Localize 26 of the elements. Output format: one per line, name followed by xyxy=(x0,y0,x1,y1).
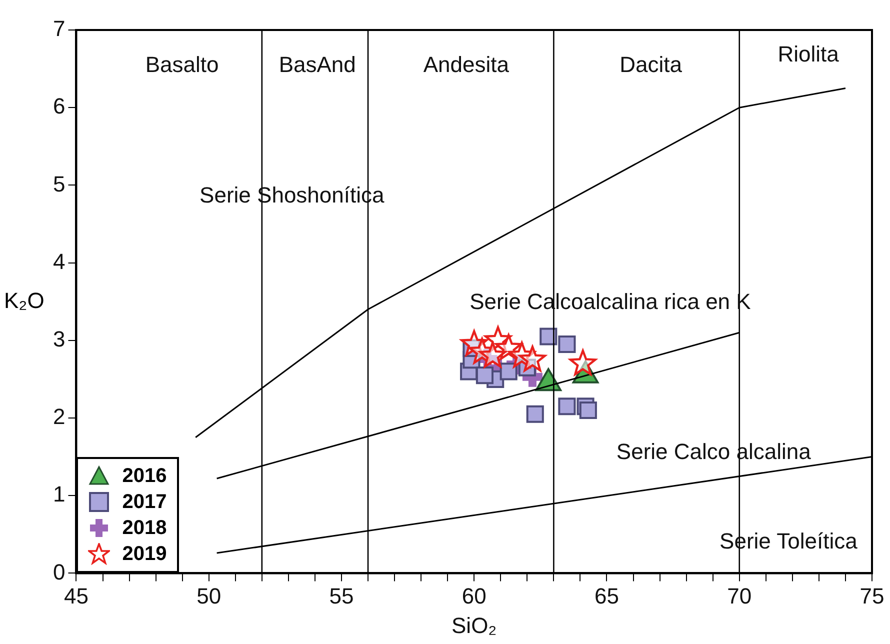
y-tick-label: 7 xyxy=(52,16,66,42)
x-tick-label: 45 xyxy=(64,583,88,608)
x-axis-title: SiO₂ xyxy=(452,612,497,638)
y-tick-label: 5 xyxy=(52,171,66,196)
x-tick-label: 60 xyxy=(462,583,486,608)
legend-label: 2016 xyxy=(122,464,167,488)
annotation: Andesita xyxy=(423,52,510,78)
annotation: Riolita xyxy=(778,41,840,66)
legend-label: 2019 xyxy=(122,542,167,566)
y-tick-label: 1 xyxy=(52,482,66,507)
x-tick-label: 70 xyxy=(727,583,752,608)
x-tick-label: 65 xyxy=(594,583,619,608)
y-axis-title: K₂O xyxy=(4,288,44,314)
y-tick-label: 6 xyxy=(52,94,66,119)
annotation: Basalto xyxy=(145,52,219,78)
legend-label: 2018 xyxy=(122,516,167,540)
x-tick-label: 75 xyxy=(860,583,884,608)
y-tick-label: 0 xyxy=(52,559,66,584)
annotation: Dacita xyxy=(620,52,683,78)
x-tick-label: 55 xyxy=(329,583,354,608)
y-tick-label: 4 xyxy=(52,248,66,274)
annotation: BasAnd xyxy=(278,52,356,78)
y-tick-label: 2 xyxy=(52,404,66,430)
x-tick-label: 50 xyxy=(196,583,222,608)
y-tick-label: 3 xyxy=(52,326,66,352)
legend-label: 2017 xyxy=(122,490,167,514)
